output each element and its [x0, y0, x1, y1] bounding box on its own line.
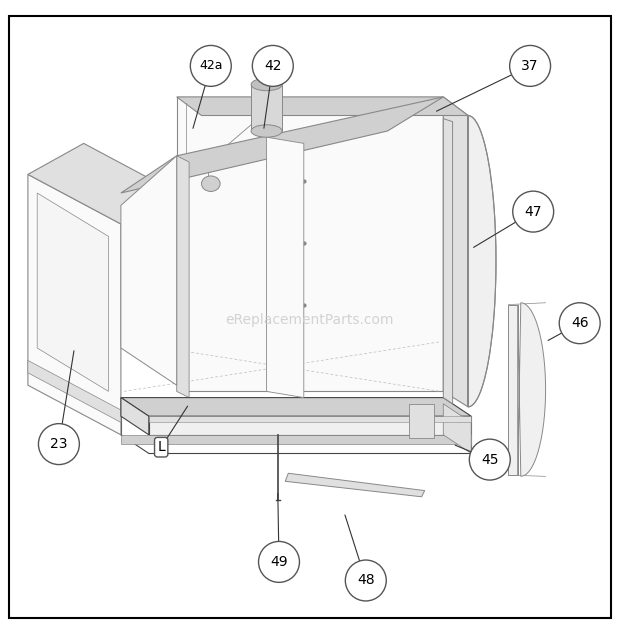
Polygon shape	[443, 97, 468, 407]
Polygon shape	[121, 435, 471, 444]
Circle shape	[38, 424, 79, 465]
Polygon shape	[177, 156, 189, 398]
Ellipse shape	[251, 79, 282, 91]
Circle shape	[469, 439, 510, 480]
Polygon shape	[121, 398, 471, 416]
Polygon shape	[285, 473, 425, 497]
Polygon shape	[37, 193, 108, 391]
Polygon shape	[443, 404, 471, 453]
Polygon shape	[149, 416, 471, 435]
Ellipse shape	[202, 176, 220, 191]
Circle shape	[510, 46, 551, 86]
Polygon shape	[508, 304, 518, 475]
Polygon shape	[121, 398, 149, 435]
Polygon shape	[28, 143, 177, 224]
Polygon shape	[251, 84, 282, 131]
Text: 46: 46	[571, 316, 588, 330]
Polygon shape	[28, 360, 121, 422]
Circle shape	[559, 303, 600, 344]
Polygon shape	[443, 119, 453, 404]
Circle shape	[513, 191, 554, 232]
Text: 45: 45	[481, 453, 498, 467]
Polygon shape	[121, 97, 443, 193]
Text: 47: 47	[525, 205, 542, 219]
Ellipse shape	[251, 125, 282, 137]
Polygon shape	[177, 97, 468, 115]
Polygon shape	[177, 97, 443, 391]
Text: L: L	[157, 440, 165, 454]
Polygon shape	[409, 404, 434, 438]
Text: 23: 23	[50, 437, 68, 451]
Circle shape	[252, 46, 293, 86]
Circle shape	[345, 560, 386, 601]
Circle shape	[190, 46, 231, 86]
Polygon shape	[518, 303, 546, 476]
Polygon shape	[28, 174, 121, 435]
Polygon shape	[468, 115, 496, 407]
Polygon shape	[267, 137, 304, 398]
Polygon shape	[121, 156, 177, 385]
Circle shape	[259, 541, 299, 583]
Text: 49: 49	[270, 555, 288, 569]
Text: 37: 37	[521, 59, 539, 73]
Text: 42: 42	[264, 59, 281, 73]
Text: eReplacementParts.com: eReplacementParts.com	[226, 313, 394, 327]
Polygon shape	[149, 416, 471, 422]
Text: 48: 48	[357, 574, 374, 588]
Text: 42a: 42a	[199, 60, 223, 72]
